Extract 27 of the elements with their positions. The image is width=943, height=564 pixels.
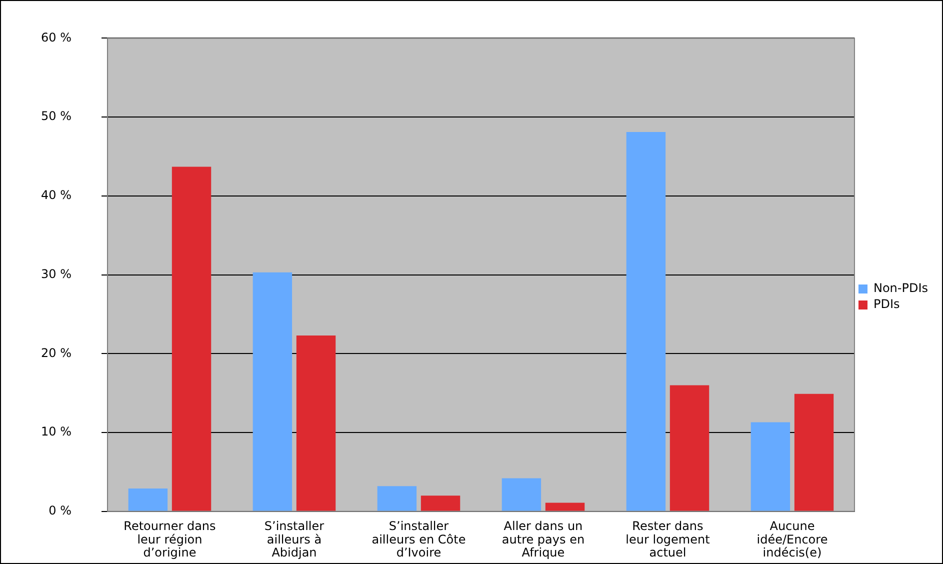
bar [502,478,542,511]
y-tick-label: 10 % [40,424,72,439]
bar [750,422,790,511]
x-tick-label: Aucune idée/Encore indécis(e) [756,519,828,560]
bar [172,166,212,511]
y-tick-label: 60 % [40,30,72,44]
x-tick-label: Aller dans un autre pays en Afrique [502,519,585,560]
bar [420,496,460,511]
x-tick-label: Retourner dans leur région d’origine [124,519,216,560]
bar [545,502,585,511]
x-tick-label: S’installer ailleurs à Abidjan [264,519,324,560]
bar [377,486,417,511]
y-tick-label: 40 % [40,188,72,202]
y-tick-label: 30 % [40,266,72,281]
legend-label: PDIs [873,297,900,312]
x-tick-label: Rester dans leur logement actuel [626,519,710,560]
bar [128,488,168,511]
bar [252,272,292,511]
bar [670,385,710,511]
y-tick-label: 20 % [40,346,72,360]
y-tick-label: 0 % [48,504,72,518]
legend-label: Non-PDIs [873,281,928,296]
y-tick-label: 50 % [40,109,72,124]
bar [794,394,834,511]
x-tick-label: S’installer ailleurs en Côte d’Ivoire [372,519,466,560]
bar [626,132,666,511]
bar [296,336,336,511]
